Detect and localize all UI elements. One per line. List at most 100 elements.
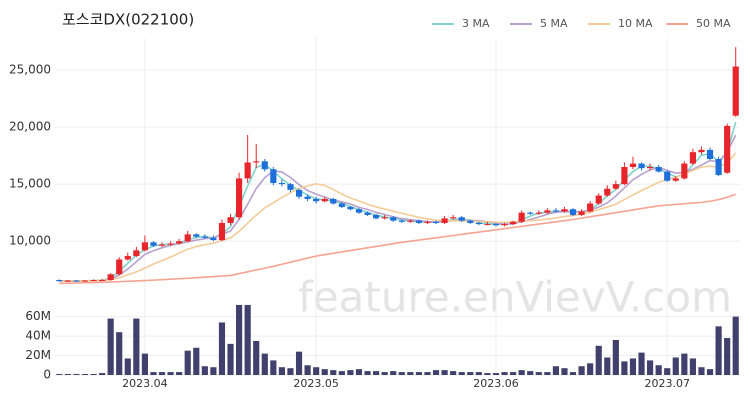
chart-title: 포스코DX(022100) [62,11,194,29]
volume-tick-label: 60M [25,309,51,323]
volume-bar [218,322,226,375]
candle-body [612,184,619,189]
candle-body [569,209,577,215]
volume-bar [398,372,405,375]
candle-body [655,167,662,172]
candle-body [561,209,568,212]
volume-bar [724,338,731,375]
y-tick-label: 25,000 [9,62,51,76]
volume-bar [467,372,474,375]
volume-bar [587,363,594,375]
candle-body [236,178,243,218]
candle-body [732,66,739,116]
volume-bar [390,371,397,375]
candle-body [724,125,731,173]
candle-body [510,221,517,225]
volume-bar [73,374,80,375]
volume-bar [510,372,517,375]
volume-bar [270,360,277,375]
volume-tick-label: 40M [25,329,51,343]
candle-body [321,198,328,202]
legend-label: 3 MA [462,17,490,30]
candle-body [647,167,654,169]
volume-bar [236,304,243,375]
candle-body [638,163,645,169]
volume-bar [441,370,448,375]
volume-bar [664,368,671,375]
volume-bar [595,345,602,375]
volume-bar [544,372,551,375]
volume-bar [638,352,645,375]
volume-bar [355,369,363,375]
volume-bar [278,367,285,375]
volume-bar [612,339,619,375]
candle-body [432,221,440,223]
candle-body [64,280,71,282]
x-tick-label: 2023.05 [293,377,339,390]
volume-bar [450,371,457,375]
candle-body [116,259,123,275]
candle-body [664,171,671,181]
candle-body [415,220,422,223]
volume-bar [99,373,106,375]
volume-bar [381,372,388,375]
candle-body [715,159,722,175]
volume-bar [458,372,465,375]
candle-body [201,236,208,238]
y-tick-label: 20,000 [9,120,51,134]
candle-body [441,218,448,223]
candle-body [133,250,140,257]
volume-bar [253,340,260,375]
y-tick-label: 10,000 [9,234,51,248]
candle-body [330,198,337,204]
candle-body [295,189,303,197]
candle-body [450,217,457,219]
candle-body [458,217,465,221]
ma-line [59,134,737,282]
volume-bar [81,374,89,375]
candle-body [552,210,559,212]
candle-body [107,274,114,281]
volume-bar [201,366,208,375]
volume-bar [578,366,585,375]
volume-bar [432,370,440,375]
candle-body [124,256,131,260]
volume-bar [304,365,311,375]
volume-bar [552,366,559,375]
x-tick-label: 2023.07 [644,377,690,390]
volume-bar [176,372,183,375]
volume-bar [210,367,217,375]
candle-body [621,167,628,185]
legend-label: 5 MA [540,17,568,30]
volume-bar [706,369,714,375]
ma-line [59,152,737,282]
candle-body [304,196,311,199]
volume-bar [364,371,371,375]
volume-bar [484,373,491,375]
candle-body [681,163,688,179]
volume-bar [527,371,534,375]
volume-bar [90,374,97,375]
volume-bar [184,350,191,375]
candle-body [253,161,260,163]
legend-label: 10 MA [618,17,653,30]
volume-bar [107,318,114,375]
y-tick-label: 15,000 [9,177,51,191]
volume-bar [604,357,611,375]
candle-body [56,280,63,282]
volume-bar [338,371,345,375]
candle-body [347,206,354,210]
candle-body [218,222,226,241]
volume-bar [295,351,303,375]
volume-bar [64,374,71,375]
candle-body [484,224,491,226]
volume-bar [492,373,500,375]
volume-bar [715,326,722,375]
ma-line [59,121,737,282]
volume-bar [501,372,508,375]
volume-bar [261,353,268,375]
volume-bar [518,370,525,375]
candle-body [210,237,217,241]
candle-body [587,203,594,212]
